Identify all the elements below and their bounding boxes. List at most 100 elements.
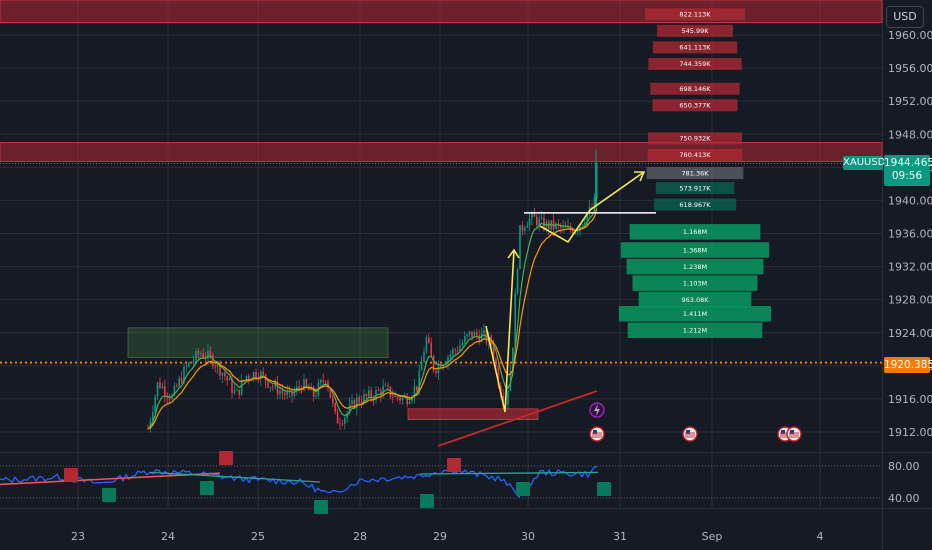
event-markers bbox=[589, 402, 802, 442]
candle-body bbox=[538, 218, 540, 226]
volume-label: 963.08K bbox=[681, 296, 709, 304]
candle-body bbox=[536, 216, 538, 226]
price-tick-label: 1956.000 bbox=[888, 62, 932, 75]
volume-bar bbox=[619, 305, 771, 322]
volume-bar bbox=[646, 167, 744, 180]
candle-body bbox=[209, 350, 212, 356]
candle-body bbox=[384, 385, 387, 387]
candle-body bbox=[236, 389, 238, 391]
candle-body bbox=[329, 387, 332, 398]
time-tick-label: Sep bbox=[702, 530, 723, 543]
candle-body bbox=[252, 372, 255, 380]
volume-bar bbox=[632, 275, 758, 291]
resistance-zone-mid bbox=[0, 142, 883, 162]
candle-body bbox=[526, 225, 528, 228]
candle-body bbox=[346, 412, 348, 419]
candle-body bbox=[401, 397, 404, 401]
candle-body bbox=[344, 418, 346, 425]
candle-body bbox=[507, 390, 509, 405]
candle-body bbox=[291, 390, 293, 396]
candle-body bbox=[339, 423, 341, 425]
candle-body bbox=[461, 342, 464, 346]
volume-label: 650.377K bbox=[679, 102, 711, 110]
candle-body bbox=[212, 355, 214, 367]
oscillator-trendline bbox=[419, 471, 599, 475]
candle-body bbox=[562, 225, 564, 228]
candle-body bbox=[586, 213, 588, 223]
lightning-icon bbox=[594, 404, 600, 416]
time-tick-label: 31 bbox=[613, 530, 627, 543]
volume-label: 1.168M bbox=[683, 228, 707, 236]
candle-body bbox=[224, 372, 226, 377]
time-axis: 23 24 25 28 29 30 31 Sep 4 bbox=[71, 530, 824, 543]
volume-label: 760.413K bbox=[679, 151, 711, 159]
candle-body bbox=[528, 218, 531, 226]
candle-body bbox=[377, 390, 380, 391]
support-trendline bbox=[437, 390, 598, 447]
candle-body bbox=[255, 372, 257, 379]
candle-body bbox=[593, 197, 596, 210]
candle-body bbox=[365, 394, 368, 397]
candle-body bbox=[519, 225, 521, 269]
candle-body bbox=[476, 331, 478, 336]
volume-bar bbox=[627, 322, 763, 339]
divergence-badge bbox=[597, 482, 611, 496]
price-tick-label: 1952.000 bbox=[888, 95, 932, 108]
candle-body bbox=[183, 366, 185, 383]
candle-body bbox=[276, 382, 279, 395]
candle-body bbox=[584, 222, 586, 225]
candle-body bbox=[161, 386, 164, 389]
volume-bar bbox=[648, 132, 742, 145]
volume-label: 1.103M bbox=[683, 279, 707, 287]
price-tick-label: 1924.000 bbox=[888, 327, 932, 340]
candle-body bbox=[545, 221, 548, 230]
candle-body bbox=[543, 217, 545, 230]
candle-body bbox=[260, 371, 262, 380]
candle-body bbox=[320, 379, 322, 383]
oscillator-trendline bbox=[149, 471, 321, 483]
volume-bar bbox=[626, 258, 764, 275]
currency-button[interactable]: USD bbox=[886, 6, 924, 28]
candle-body bbox=[192, 360, 195, 363]
candle-body bbox=[423, 351, 425, 363]
flag-canton bbox=[686, 430, 690, 434]
candle-body bbox=[540, 217, 543, 219]
candle-body bbox=[396, 395, 399, 399]
candle-body bbox=[149, 420, 152, 429]
candle-body bbox=[516, 268, 519, 294]
candle-body bbox=[416, 386, 418, 390]
candle-body bbox=[533, 213, 536, 217]
candle-body bbox=[233, 390, 236, 394]
volume-label: 822.113K bbox=[679, 11, 711, 19]
candle-body bbox=[360, 402, 363, 404]
reference-price-tag: 1920.385 bbox=[884, 357, 932, 373]
oscillator-pane bbox=[0, 451, 882, 514]
candle-body bbox=[456, 350, 459, 352]
candle-body bbox=[267, 381, 269, 388]
volume-bar bbox=[655, 182, 735, 195]
volume-bar bbox=[652, 41, 738, 54]
target-arrow-path bbox=[539, 171, 645, 244]
annotations bbox=[437, 171, 656, 447]
price-tick-label: 1928.000 bbox=[888, 294, 932, 307]
volume-bar bbox=[620, 242, 770, 258]
candle-body bbox=[490, 336, 492, 347]
candle-body bbox=[284, 392, 286, 396]
volume-bar bbox=[629, 224, 761, 240]
candle-body bbox=[269, 386, 272, 388]
candle-body bbox=[348, 404, 351, 413]
volume-bar bbox=[650, 82, 740, 95]
candle-body bbox=[226, 376, 228, 381]
fast-moving-average bbox=[147, 196, 598, 430]
candle-body bbox=[428, 337, 430, 343]
candle-body bbox=[180, 378, 183, 383]
candle-body bbox=[406, 396, 408, 405]
volume-label: 781.36K bbox=[681, 169, 709, 177]
candle-body bbox=[303, 379, 305, 391]
flag-canton bbox=[781, 430, 785, 434]
candle-body bbox=[279, 390, 281, 395]
candle-body bbox=[524, 227, 526, 231]
candle-body bbox=[272, 386, 274, 388]
candle-body bbox=[480, 333, 483, 342]
